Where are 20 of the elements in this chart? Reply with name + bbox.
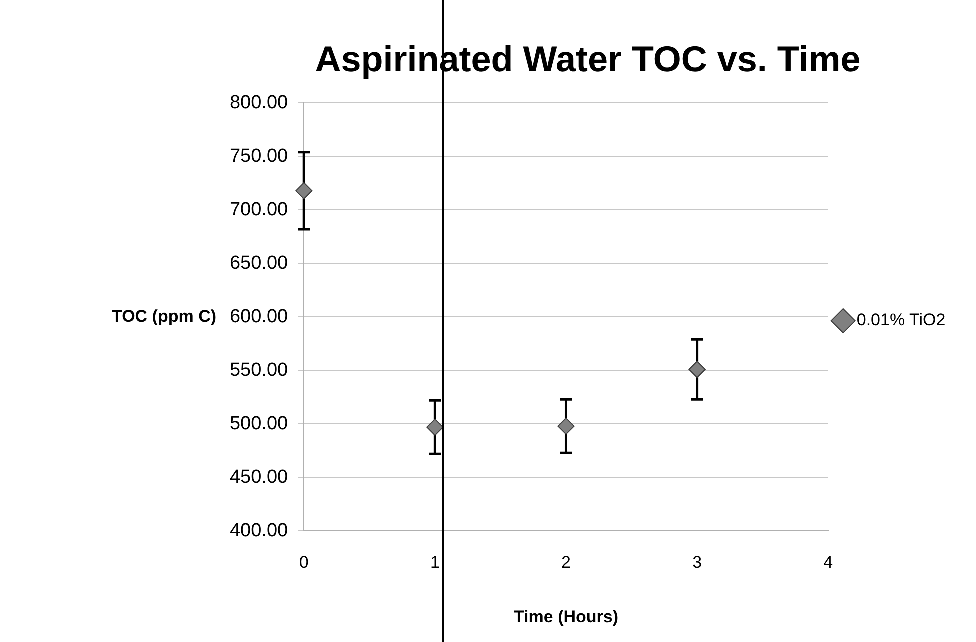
y-tick-label: 550.00 xyxy=(230,360,288,381)
y-tick-label: 700.00 xyxy=(230,199,288,220)
point xyxy=(558,418,575,435)
point xyxy=(688,361,706,378)
y-tick-label: 500.00 xyxy=(230,413,288,434)
y-tick-label: 400.00 xyxy=(230,520,288,542)
x-tick-label: 4 xyxy=(824,553,834,572)
x-tick-label: 0 xyxy=(299,553,309,572)
x-axis-title: Time (Hours) xyxy=(514,607,619,626)
x-tick-label: 2 xyxy=(562,553,571,572)
x-tick-label: 1 xyxy=(430,553,440,572)
x-tick-label: 3 xyxy=(692,553,702,572)
y-tick-label: 800.00 xyxy=(230,92,288,114)
y-axis-title: TOC (ppm C) xyxy=(112,306,217,326)
y-tick-label: 650.00 xyxy=(230,252,288,274)
y-tick-label: 750.00 xyxy=(230,146,288,167)
legend-label: 0.01% TiO2 xyxy=(856,310,946,330)
y-tick-label: 600.00 xyxy=(230,306,288,328)
y-tick-label: 450.00 xyxy=(230,466,288,488)
point xyxy=(426,418,444,436)
